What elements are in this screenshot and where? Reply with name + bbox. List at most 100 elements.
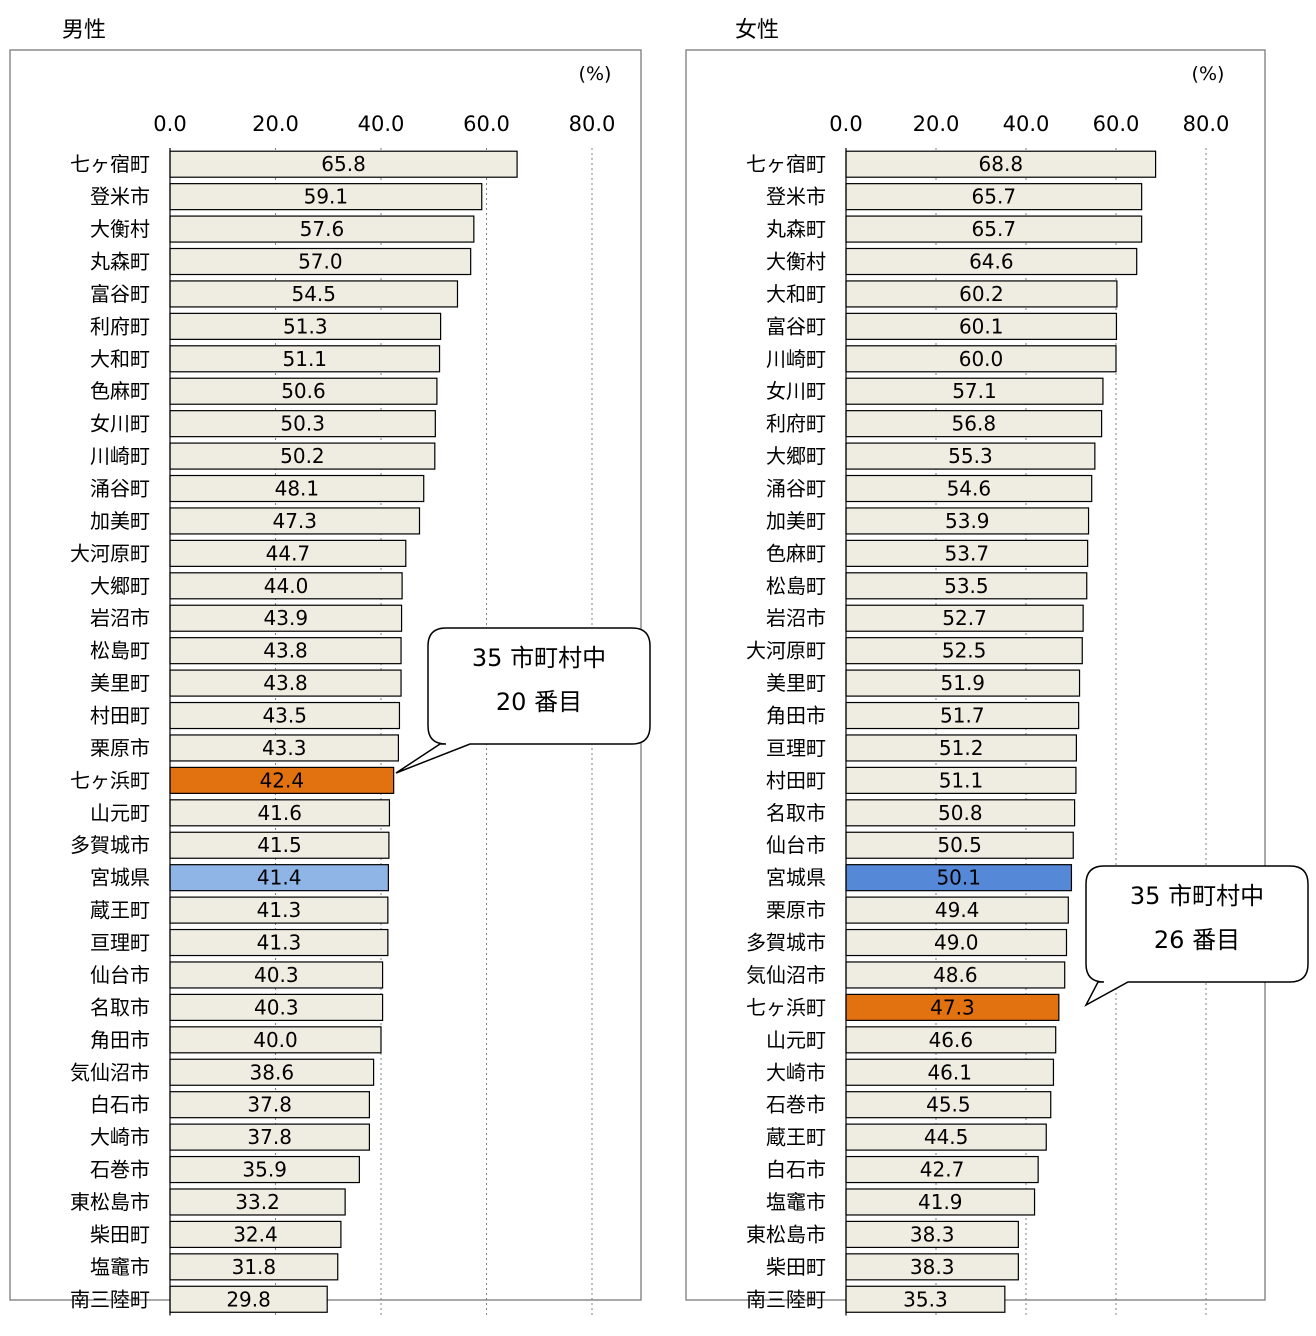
value-label: 42.4 bbox=[260, 768, 305, 792]
value-label: 55.3 bbox=[948, 444, 993, 468]
category-label: 石巻市 bbox=[766, 1093, 826, 1117]
category-label: 七ヶ宿町 bbox=[746, 152, 826, 176]
category-label: 川崎町 bbox=[766, 347, 826, 371]
value-label: 35.9 bbox=[242, 1158, 287, 1182]
tick-label: 20.0 bbox=[252, 112, 299, 136]
category-label: 東松島市 bbox=[70, 1190, 150, 1214]
category-label: 大崎市 bbox=[90, 1125, 150, 1149]
category-label: 宮城県 bbox=[766, 866, 826, 890]
category-label: 加美町 bbox=[766, 509, 826, 533]
category-label: 大崎市 bbox=[766, 1060, 826, 1084]
category-label: 利府町 bbox=[90, 314, 150, 338]
tick-label: 20.0 bbox=[913, 112, 960, 136]
value-label: 41.3 bbox=[257, 898, 302, 922]
category-label: 山元町 bbox=[766, 1028, 826, 1052]
category-label: 松島町 bbox=[766, 574, 826, 598]
category-label: 蔵王町 bbox=[90, 898, 150, 922]
category-label: 加美町 bbox=[90, 509, 150, 533]
category-label: 宮城県 bbox=[90, 866, 150, 890]
bar bbox=[845, 280, 1118, 308]
bar bbox=[169, 1253, 339, 1281]
value-label: 52.5 bbox=[942, 639, 987, 663]
category-label: 大和町 bbox=[90, 347, 150, 371]
category-label: 塩竈市 bbox=[766, 1190, 826, 1214]
callout-text: 26 番目 bbox=[1154, 926, 1240, 954]
bar bbox=[169, 410, 436, 438]
category-label: 色麻町 bbox=[90, 379, 150, 403]
value-label: 37.8 bbox=[247, 1125, 292, 1149]
value-label: 51.9 bbox=[941, 671, 986, 695]
category-label: 南三陸町 bbox=[746, 1287, 826, 1311]
value-label: 44.0 bbox=[264, 574, 309, 598]
category-label: 角田市 bbox=[766, 704, 826, 728]
female-chart-title: 女性 bbox=[735, 18, 780, 43]
category-label: 大和町 bbox=[766, 282, 826, 306]
value-label: 50.6 bbox=[281, 379, 326, 403]
value-label: 29.8 bbox=[226, 1287, 271, 1311]
bar bbox=[169, 280, 459, 308]
value-label: 41.4 bbox=[257, 866, 302, 890]
value-label: 59.1 bbox=[304, 185, 349, 209]
category-label: 多賀城市 bbox=[70, 833, 150, 857]
value-label: 41.3 bbox=[257, 931, 302, 955]
value-label: 42.7 bbox=[920, 1158, 965, 1182]
bar bbox=[845, 637, 1083, 665]
category-label: 七ヶ宿町 bbox=[70, 152, 150, 176]
category-label: 美里町 bbox=[766, 671, 826, 695]
bar bbox=[845, 896, 1069, 924]
value-label: 53.9 bbox=[945, 509, 990, 533]
category-label: 七ヶ浜町 bbox=[746, 995, 826, 1019]
bar bbox=[845, 507, 1090, 535]
bar bbox=[169, 896, 389, 924]
category-label: 名取市 bbox=[766, 801, 826, 825]
tick-label: 0.0 bbox=[153, 112, 186, 136]
category-label: 松島町 bbox=[90, 639, 150, 663]
category-label: 大衡村 bbox=[90, 217, 150, 241]
bar bbox=[169, 961, 384, 989]
category-label: 亘理町 bbox=[766, 736, 826, 760]
value-label: 44.5 bbox=[924, 1125, 969, 1149]
bar bbox=[845, 961, 1066, 989]
category-label: 柴田町 bbox=[766, 1255, 826, 1279]
value-label: 43.8 bbox=[263, 639, 308, 663]
category-label: 七ヶ浜町 bbox=[70, 768, 150, 792]
category-label: 登米市 bbox=[90, 185, 150, 209]
unit-label: (%) bbox=[1192, 63, 1225, 85]
category-label: 気仙沼市 bbox=[70, 1060, 150, 1084]
value-label: 48.1 bbox=[275, 477, 320, 501]
male-chart: (%) 0.0 20.0 40.0 60.0 80.0 七ヶ宿町 65.8 登米市 59.1 大衡村… bbox=[9, 49, 651, 1316]
bar bbox=[845, 734, 1077, 762]
value-label: 46.1 bbox=[927, 1060, 972, 1084]
value-label: 48.6 bbox=[933, 963, 978, 987]
callout-text: 20 番目 bbox=[496, 688, 582, 716]
category-label: 利府町 bbox=[766, 412, 826, 436]
value-label: 47.3 bbox=[272, 509, 317, 533]
value-label: 51.2 bbox=[939, 736, 984, 760]
bar bbox=[845, 572, 1088, 600]
bar bbox=[169, 572, 403, 600]
callout-text: 35 市町村中 bbox=[472, 644, 606, 672]
category-label: 丸森町 bbox=[766, 217, 826, 241]
bar bbox=[169, 701, 401, 730]
bar bbox=[169, 442, 436, 470]
value-label: 68.8 bbox=[979, 152, 1024, 176]
bar bbox=[845, 215, 1143, 243]
bar bbox=[169, 183, 483, 211]
value-label: 32.4 bbox=[233, 1222, 278, 1246]
value-label: 45.5 bbox=[926, 1093, 971, 1117]
category-label: 大河原町 bbox=[746, 639, 826, 663]
tick-label: 80.0 bbox=[1183, 112, 1230, 136]
value-label: 38.3 bbox=[910, 1222, 955, 1246]
female-chart: (%) 0.0 20.0 40.0 60.0 80.0 七ヶ宿町 68.8 登米市 65.7 丸森町… bbox=[685, 49, 1309, 1316]
bar bbox=[845, 183, 1143, 211]
bar bbox=[845, 539, 1089, 567]
value-label: 38.3 bbox=[910, 1255, 955, 1279]
category-label: 塩竈市 bbox=[90, 1255, 150, 1279]
callout-text: 35 市町村中 bbox=[1130, 882, 1264, 910]
value-label: 44.7 bbox=[266, 541, 311, 565]
bar bbox=[845, 345, 1117, 373]
bar bbox=[169, 734, 400, 762]
value-label: 43.8 bbox=[263, 671, 308, 695]
male-chart-title: 男性 bbox=[62, 18, 107, 43]
category-label: 大衡村 bbox=[766, 250, 826, 274]
